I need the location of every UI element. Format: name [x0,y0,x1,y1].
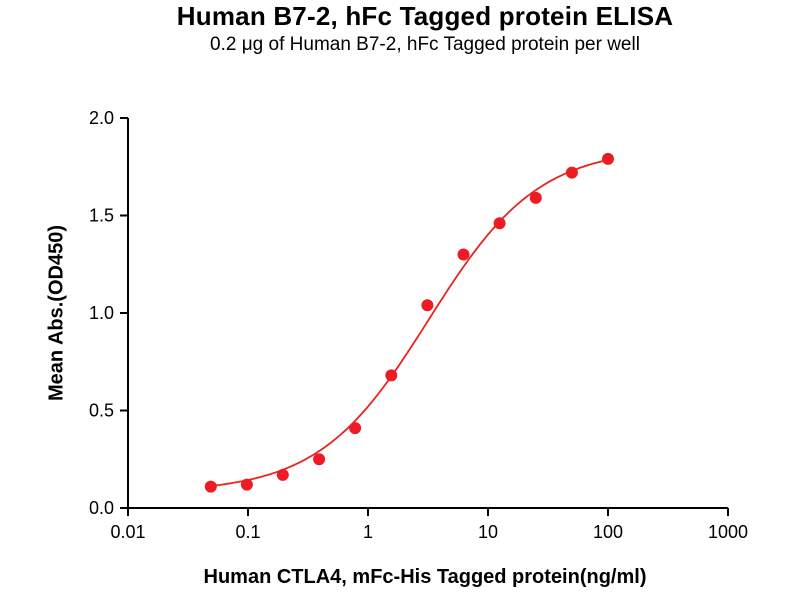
y-tick-label: 1.0 [89,303,114,323]
x-tick-label: 0.1 [235,522,260,542]
x-tick-label: 10 [478,522,498,542]
x-tick-label: 100 [593,522,623,542]
y-tick-label: 1.5 [89,206,114,226]
data-point [385,369,398,382]
data-point [493,217,506,230]
chart-subtitle: 0.2 μg of Human B7-2, hFc Tagged protein… [210,34,640,55]
x-axis-label: Human CTLA4, mFc-His Tagged protein(ng/m… [203,566,647,588]
axes [127,118,728,509]
data-point [204,480,217,493]
x-tick-label: 1 [363,522,373,542]
chart-title: Human B7-2, hFc Tagged protein ELISA [176,1,674,31]
data-point [529,191,542,204]
data-point [565,166,578,179]
x-tick-label: 0.01 [110,522,145,542]
y-tick-label: 0.5 [89,401,114,421]
y-tick-label: 2.0 [89,108,114,128]
data-point [240,478,253,491]
data-point [421,299,434,312]
data-point [276,468,289,481]
data-point [457,248,470,261]
x-tick-label: 1000 [708,522,748,542]
fit-curve [210,159,609,487]
data-point [602,152,614,165]
y-tick-label: 0.0 [89,498,114,518]
data-point [313,453,326,466]
data-point [349,422,362,435]
